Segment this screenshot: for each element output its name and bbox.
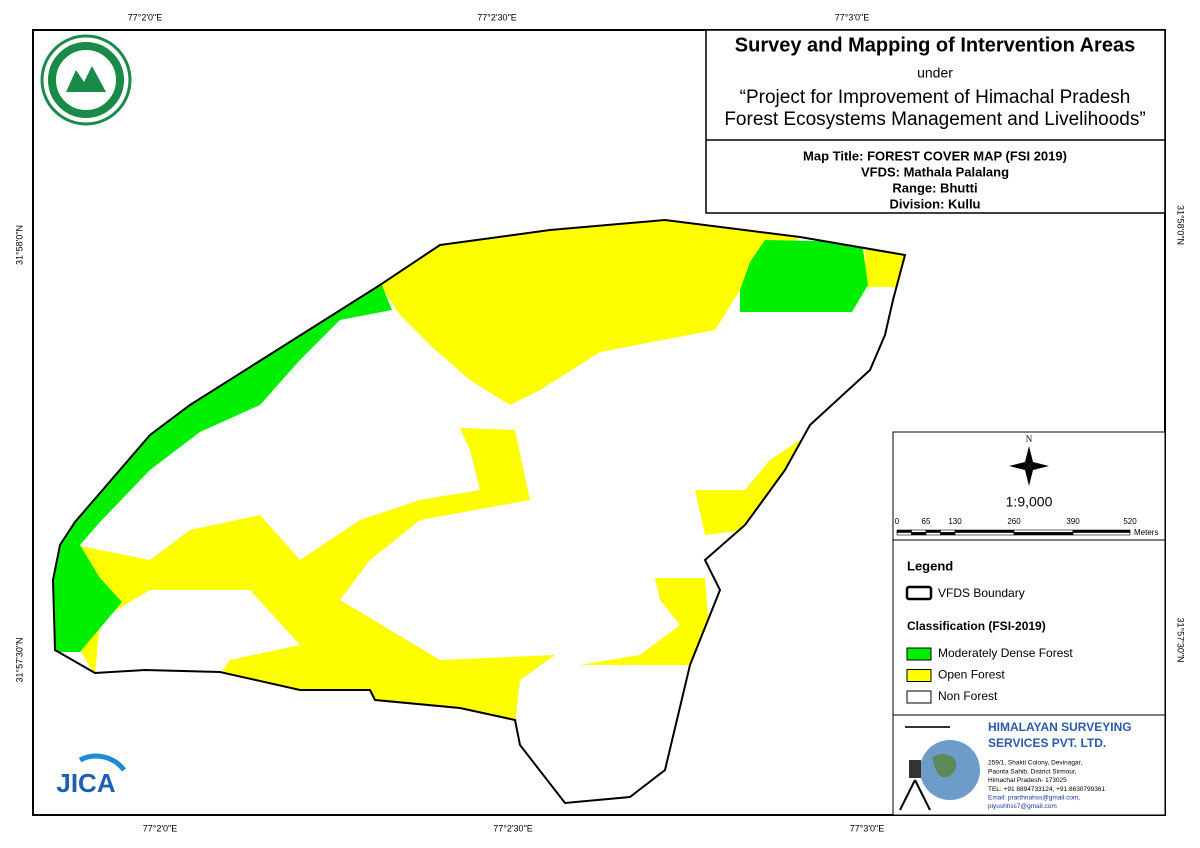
title: Survey and Mapping of Intervention Areas: [735, 34, 1135, 56]
map-info: Division: Kullu: [890, 196, 981, 211]
open-forest: [380, 220, 800, 405]
open-forest: [75, 428, 555, 725]
coord-label: 31°57'30"N: [1176, 617, 1186, 662]
scale-label: 260: [1007, 517, 1021, 526]
project-line: Forest Ecosystems Management and Livelih…: [724, 109, 1145, 130]
scale-bar: 0 65 130 260 390 520 Meters: [895, 517, 1159, 537]
scale-segment: [1072, 532, 1131, 536]
open-forest: [695, 440, 800, 535]
scale-segment: [911, 529, 927, 533]
scale-ratio: 1:9,000: [1006, 494, 1053, 510]
legend-title: Legend: [907, 558, 953, 573]
scale-label: 0: [895, 517, 900, 526]
scale-segment: [1013, 529, 1074, 533]
company-name: SERVICES PVT. LTD.: [988, 736, 1106, 750]
title-box: [705, 29, 1166, 214]
scale-segment: [954, 529, 1015, 533]
legend-subtitle: Classification (FSI-2019): [907, 619, 1046, 633]
company-logo: [899, 726, 980, 811]
legend-items: Moderately Dense Forest Open Forest Non Fo…: [906, 646, 1073, 704]
coord-label: 77°3'0"E: [835, 12, 870, 22]
address-line: Paonta Sahib, District Sirmour,: [988, 768, 1077, 775]
coord-label: 31°58'0"N: [1176, 205, 1186, 245]
scale-segment: [1072, 529, 1131, 533]
scale-segment: [896, 532, 912, 536]
scale-segment: [940, 529, 956, 533]
legend-swatch: [906, 690, 932, 704]
project-line: “Project for Improvement of Himachal Pra…: [740, 87, 1131, 108]
jica-swoosh: [78, 753, 126, 772]
coord-label: 77°2'0"E: [143, 823, 178, 833]
jica-logo: JICA: [56, 768, 115, 798]
address-line: 259/1, Shakti Colony, Devinagar,: [988, 760, 1082, 767]
legend-item: Moderately Dense Forest: [938, 646, 1073, 660]
coord-label: 77°2'0"E: [128, 12, 163, 22]
map-info: Range: Bhutti: [892, 180, 977, 195]
legend-swatch: [906, 669, 932, 682]
map: [52, 219, 906, 804]
subtitle: under: [917, 65, 953, 81]
scale-segment: [925, 529, 941, 533]
scale-segment: [896, 529, 912, 533]
scale-unit: Meters: [1134, 528, 1158, 537]
scale-segment: [954, 532, 1015, 536]
scale-label: 130: [948, 517, 962, 526]
scale-segment: [1013, 532, 1074, 536]
address-line: TEL: +91 8894733124, +91 8630799361: [988, 786, 1105, 793]
scale-segment: [940, 532, 956, 536]
scale-label: 520: [1123, 517, 1137, 526]
scale-segment: [911, 532, 927, 536]
dense-forest: [740, 240, 868, 312]
forest-dept-logo: [40, 34, 132, 126]
map-info: Map Title: FOREST COVER MAP (FSI 2019): [803, 148, 1067, 163]
coord-label: 31°58'0"N: [14, 225, 24, 265]
legend-item: Non Forest: [938, 689, 998, 703]
scale-segment: [925, 532, 941, 536]
coord-label: 77°2'30"E: [493, 823, 533, 833]
scale-label: 390: [1066, 517, 1080, 526]
north-label: N: [1026, 434, 1033, 444]
legend-box: [892, 539, 1166, 716]
company-name: HIMALAYAN SURVEYING: [988, 720, 1132, 734]
legend-item: Open Forest: [938, 668, 1005, 682]
coord-label: 31°57'30"N: [14, 637, 24, 682]
address-line: Email: prarthnahss@gmail.com,: [988, 795, 1080, 802]
address-line: piyushhss7@gmail.com: [988, 803, 1057, 810]
coord-label: 77°3'0"E: [850, 823, 885, 833]
open-forest: [580, 578, 710, 665]
legend-item: VFDS Boundary: [938, 586, 1025, 600]
legend-swatch: [906, 647, 932, 661]
scale-label: 65: [922, 517, 931, 526]
north-arrow: [1009, 446, 1049, 486]
map-info: VFDS: Mathala Palalang: [861, 164, 1009, 179]
boundary-swatch: [905, 585, 933, 601]
coord-label: 77°2'30"E: [477, 12, 517, 22]
company-address: 259/1, Shakti Colony, Devinagar,Paonta S…: [988, 760, 1105, 811]
address-line: Himachal Pradesh- 173025: [988, 777, 1067, 784]
